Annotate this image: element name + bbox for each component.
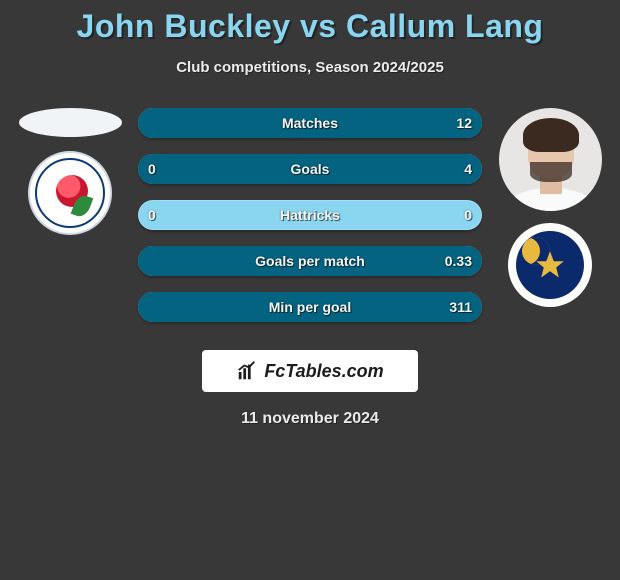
comparison-panel: Matches 12 0 Goals 4 0 Hattricks 0 Goals per mat… [0,108,620,338]
chart-icon [236,360,258,382]
stat-bars: Matches 12 0 Goals 4 0 Hattricks 0 Goals per mat… [138,108,482,338]
date-stamp: 11 november 2024 [0,410,620,428]
stat-bar: Min per goal 311 [138,292,482,322]
star-icon [535,250,565,280]
stat-label: Matches [282,115,338,131]
player-left-crest [28,151,112,235]
source-badge: FcTables.com [202,350,418,392]
player-right-crest [508,223,592,307]
right-player-column [490,108,610,307]
player-left-avatar [19,108,122,137]
stat-label: Min per goal [269,299,351,315]
stat-bar: 0 Hattricks 0 [138,200,482,230]
stat-value-left: 0 [148,161,156,177]
stat-bar: Matches 12 [138,108,482,138]
stat-bar: 0 Goals 4 [138,154,482,184]
stat-label: Goals [291,161,330,177]
stat-value-right: 0 [464,207,472,223]
stat-label: Hattricks [280,207,340,223]
stat-bar: Goals per match 0.33 [138,246,482,276]
player-right-avatar [499,108,602,211]
left-player-column [10,108,130,235]
stat-label: Goals per match [255,253,365,269]
source-badge-text: FcTables.com [264,361,383,382]
stat-value-right: 12 [456,115,472,131]
page-title: John Buckley vs Callum Lang [0,0,620,45]
stat-value-right: 311 [449,299,472,315]
stat-value-right: 0.33 [445,253,472,269]
stat-value-right: 4 [464,161,472,177]
stat-value-left: 0 [148,207,156,223]
page-subtitle: Club competitions, Season 2024/2025 [0,59,620,76]
